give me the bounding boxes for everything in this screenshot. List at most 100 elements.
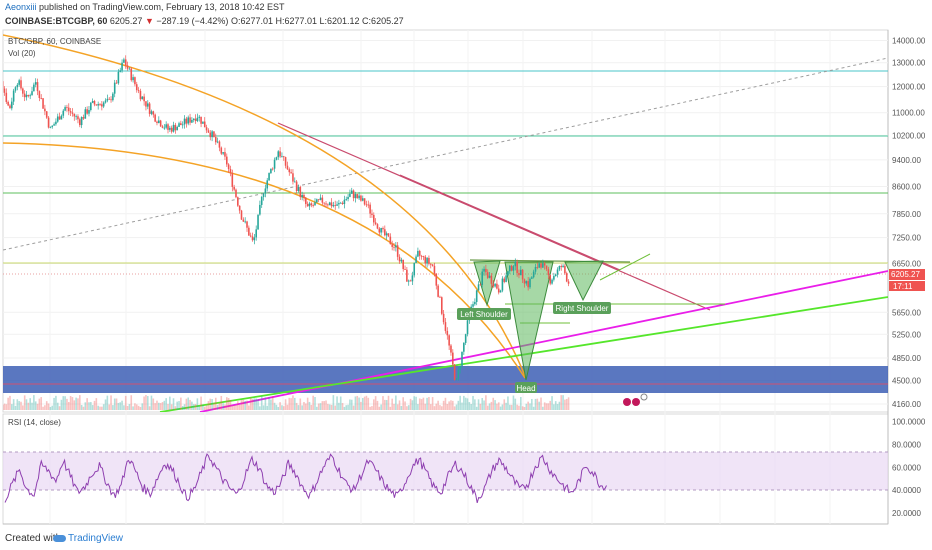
author-link[interactable]: Aeonxiii: [5, 2, 37, 12]
volume-bar: [117, 402, 120, 410]
candle-body: [457, 369, 460, 379]
head-label: Head: [515, 382, 537, 393]
event-flags[interactable]: [623, 393, 648, 406]
volume-bar: [354, 396, 357, 410]
candle-body: [428, 257, 430, 264]
price-tick-label: 8600.00: [892, 182, 921, 191]
price-tick-label: 7850.00: [892, 210, 921, 219]
candle-body: [536, 266, 539, 268]
volume-bar: [343, 406, 346, 410]
candle-body: [227, 164, 230, 170]
candle-body: [55, 121, 57, 125]
volume-bar: [341, 403, 344, 410]
volume-bar: [448, 401, 450, 410]
volume-bar: [413, 396, 416, 410]
candle-body: [176, 126, 178, 131]
volume-bar: [165, 398, 167, 410]
candle-body: [156, 121, 158, 124]
candle-body: [33, 84, 35, 92]
volume-bar: [194, 404, 197, 410]
volume-bar: [319, 403, 322, 410]
volume-bar: [549, 400, 551, 410]
volume-bar: [398, 400, 401, 410]
candle-body: [62, 110, 65, 116]
volume-bar: [139, 406, 142, 410]
candle-body: [9, 105, 11, 109]
candle-body: [417, 250, 419, 257]
candle-body: [565, 273, 568, 282]
volume-bar: [393, 403, 395, 410]
candle-body: [27, 94, 30, 96]
volume-bar: [516, 404, 518, 410]
candle-body: [341, 202, 344, 204]
volume-bar: [0, 395, 2, 410]
uk-flag-icon[interactable]: [632, 398, 640, 406]
event-count-icon[interactable]: [640, 393, 648, 401]
volume-bar: [112, 405, 114, 410]
volume-bar: [233, 405, 235, 410]
candle-body: [110, 99, 112, 101]
candle-body: [494, 283, 496, 287]
descending-trendline: [277, 122, 711, 311]
candle-body: [472, 304, 474, 307]
candle-body: [220, 147, 223, 154]
volume-bar: [226, 397, 228, 410]
volume-bar: [106, 395, 109, 410]
volume-bar: [565, 398, 568, 410]
candle-body: [141, 96, 144, 100]
candle-body: [90, 102, 92, 111]
candle-body: [134, 77, 136, 85]
volume-bar: [384, 399, 386, 410]
candle-body: [270, 168, 272, 174]
volume-bar: [60, 399, 63, 410]
candle-body: [426, 257, 428, 264]
candle-body: [404, 269, 406, 270]
candle-body: [152, 111, 155, 115]
volume-bar: [551, 396, 553, 410]
candle-body: [143, 96, 145, 102]
label-box: [457, 308, 511, 320]
candle-body: [523, 279, 526, 284]
volume-bar: [556, 404, 559, 410]
volume-bar: [527, 401, 529, 410]
candle-body: [516, 261, 518, 274]
candle-body: [130, 68, 133, 81]
volume-bar: [352, 405, 355, 410]
candle-body: [163, 127, 166, 129]
volume-bar: [367, 397, 370, 410]
volume-bar: [371, 406, 373, 410]
volume-bar: [214, 397, 217, 410]
candle-body: [124, 59, 127, 66]
volume-bar: [82, 406, 85, 410]
volume-bar: [163, 400, 166, 410]
volume-bar: [108, 404, 110, 410]
volume-bar: [135, 404, 138, 410]
volume-bar: [391, 398, 393, 410]
candle-body: [352, 190, 355, 199]
volume-bar: [249, 397, 252, 410]
volume-bar: [334, 405, 337, 410]
volume-bar: [301, 405, 303, 410]
candle-body: [191, 120, 193, 123]
volume-bar: [156, 400, 158, 410]
volume-bar: [130, 395, 133, 410]
candle-body: [466, 320, 469, 335]
volume-legend: Vol (20): [8, 49, 36, 58]
candle-body: [181, 124, 184, 126]
volume-bar: [531, 398, 533, 410]
volume-bar: [442, 400, 445, 410]
volume-bar: [88, 402, 90, 410]
candle-body: [101, 104, 103, 107]
volume-bar: [121, 400, 123, 410]
price-tick-label: 10200.00: [892, 131, 926, 140]
tradingview-brand-link[interactable]: TradingView: [68, 533, 124, 544]
uk-flag-icon[interactable]: [623, 398, 631, 406]
price-pane[interactable]: [2, 29, 889, 413]
breakout-line: [599, 253, 651, 281]
volume-bar: [99, 406, 101, 410]
candle-body: [180, 123, 182, 126]
candle-body: [14, 87, 17, 91]
volume-bar: [490, 401, 493, 410]
candle-body: [422, 256, 425, 258]
